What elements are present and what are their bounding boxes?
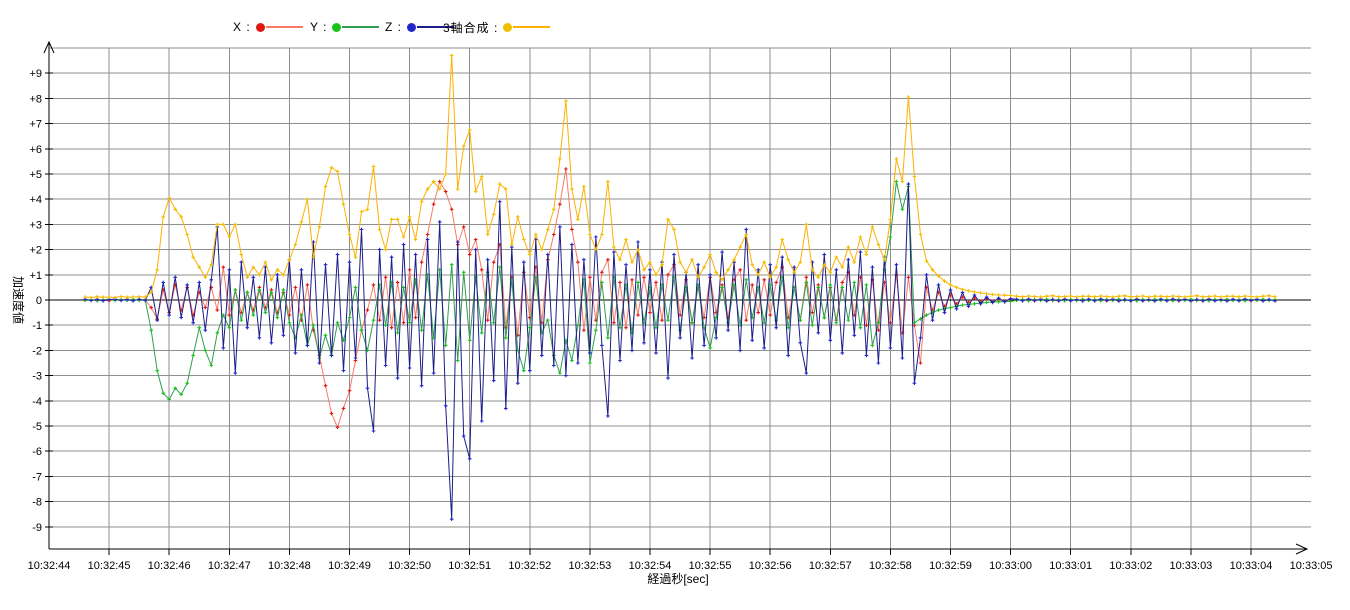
legend-item-y: Y : [310,20,380,34]
legend-item-composite: 3軸合成 : [443,20,551,35]
grid-layer [49,47,1311,549]
y-tick-label: -7 [32,471,42,483]
x-tick-label: 10:32:44 [28,560,71,572]
x-tick-label: 10:32:59 [929,560,972,572]
x-tick-label: 10:32:50 [388,560,431,572]
legend-label-z: Z : [385,20,402,34]
x-tick-label: 10:33:01 [1049,560,1092,572]
legend-marker-icon [503,22,513,32]
legend-line-sample [513,26,551,28]
y-tick-label: -2 [32,345,42,357]
y-tick-label: +6 [29,144,42,156]
tick-label-layer: +9 +8 +7 +6 +5 +4 +3 +2 +1 0 -1 -2 -3 -4 -5 -6 -7 -8 -9 10:… [28,68,1333,572]
series-markers-z [83,182,1277,521]
legend-label-y: Y : [310,20,328,34]
y-tick-label: +7 [29,119,42,131]
legend-marker-icon [255,22,265,32]
x-axis-arrow [1295,543,1309,555]
x-tick-label: 10:33:03 [1169,560,1212,572]
x-tick-label: 10:32:46 [148,560,191,572]
chart-legend: X : Y : Z : 3軸合成 : [0,0,1350,40]
x-tick-label: 10:32:56 [749,560,792,572]
x-tick-label: 10:32:55 [689,560,732,572]
y-axis-arrow [43,40,55,54]
y-tick-label: +5 [29,169,42,181]
x-tick-label: 10:32:53 [568,560,611,572]
legend-marker-icon [407,22,416,32]
x-tick-label: 10:33:05 [1290,560,1333,572]
x-tick-label: 10:33:02 [1109,560,1152,572]
x-tick-label: 10:32:45 [88,560,131,572]
legend-label-x: X : [233,20,251,34]
legend-line-sample [342,26,380,28]
legend-line-sample [417,26,454,28]
series-layer [83,53,1277,521]
y-tick-label: +2 [29,245,42,257]
legend-item-z: Z : [385,20,454,34]
y-tick-label: -9 [32,522,42,534]
y-tick-label: -1 [32,320,42,332]
x-tick-label: 10:32:54 [629,560,672,572]
y-tick-label: +9 [29,68,42,80]
series-line-z [84,183,1276,520]
series-line-x [85,168,1276,428]
y-tick-label: +1 [29,270,42,282]
y-tick-label: -6 [32,446,42,458]
x-tick-label: 10:32:52 [508,560,551,572]
x-tick-label: 10:33:00 [989,560,1032,572]
y-tick-label: +8 [29,93,42,105]
y-tick-label: +4 [29,194,42,206]
y-axis-title: 加速度値 [11,276,26,324]
y-tick-label: -3 [32,371,42,383]
x-tick-label: 10:32:51 [448,560,491,572]
y-tick-label: 0 [36,295,42,307]
x-tick-label: 10:32:47 [208,560,251,572]
series-markers-y [83,179,1277,402]
y-tick-label: +3 [29,219,42,231]
y-tick-label: -8 [32,497,42,509]
legend-marker-icon [332,22,342,32]
legend-line-sample [265,26,303,28]
x-tick-label: 10:32:49 [328,560,371,572]
x-tick-label: 10:32:58 [869,560,912,572]
legend-label-composite: 3軸合成 : [443,20,499,35]
x-tick-label: 10:32:48 [268,560,311,572]
series-markers-composite [83,53,1277,300]
y-tick-label: -4 [32,396,42,408]
legend-item-x: X : [233,20,303,34]
x-axis-title: 経過秒[sec] [647,572,708,586]
y-tick-label: -5 [32,421,42,433]
x-tick-label: 10:33:04 [1230,560,1273,572]
x-tick-label: 10:32:57 [809,560,852,572]
